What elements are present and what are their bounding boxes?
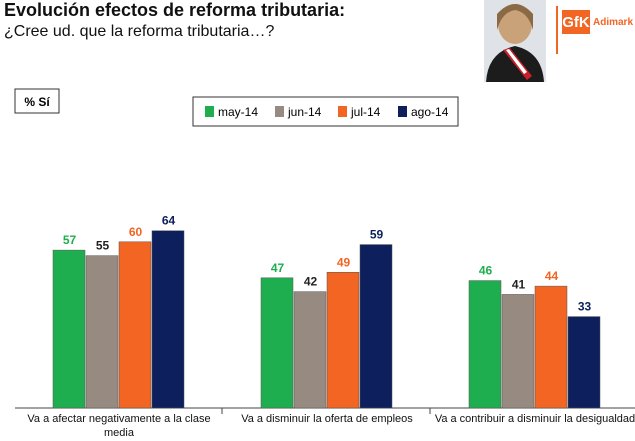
legend-label: jul-14 xyxy=(350,105,381,119)
bar xyxy=(359,244,393,409)
data-label: 55 xyxy=(96,239,110,253)
bar xyxy=(326,272,360,409)
data-label: 42 xyxy=(304,275,318,289)
legend-swatch xyxy=(338,106,347,117)
bar xyxy=(260,277,294,409)
bar xyxy=(501,294,535,409)
bar xyxy=(293,291,327,409)
bar xyxy=(151,230,185,409)
legend-swatch xyxy=(398,106,407,117)
bar xyxy=(567,316,601,409)
bar xyxy=(534,285,568,409)
logo-divider xyxy=(556,6,558,54)
data-label: 49 xyxy=(337,255,351,269)
legend-label: may-14 xyxy=(218,105,258,119)
category-label: Va a contribuir a disminuir la desiguald… xyxy=(434,413,635,425)
legend-label: jun-14 xyxy=(287,105,322,119)
chart-subtitle: ¿Cree ud. que la reforma tributaria…? xyxy=(4,23,274,40)
legend-swatch xyxy=(275,106,284,117)
legend-label: ago-14 xyxy=(411,105,449,119)
unit-box xyxy=(14,88,60,114)
logo-brand: GfK xyxy=(562,14,590,31)
data-label: 47 xyxy=(271,261,285,275)
unit-label: % Sí xyxy=(24,95,50,109)
bar xyxy=(85,255,119,409)
logo-name: Adimark xyxy=(593,17,633,28)
photo xyxy=(484,0,546,82)
data-label: 46 xyxy=(479,264,493,278)
bar xyxy=(52,249,86,409)
data-label: 57 xyxy=(63,233,77,247)
data-label: 33 xyxy=(578,300,592,314)
category-label: Va a afectar negativamente a la clase me… xyxy=(27,413,211,439)
data-label: 59 xyxy=(370,228,384,242)
chart-title: Evolución efectos de reforma tributaria: xyxy=(4,0,345,20)
bar xyxy=(118,241,152,409)
legend-swatch xyxy=(205,106,214,117)
category-label: Va a disminuir la oferta de empleos xyxy=(241,413,413,425)
legend xyxy=(192,96,459,127)
data-label: 60 xyxy=(129,225,143,239)
data-label: 64 xyxy=(162,214,176,228)
bar xyxy=(468,280,502,409)
data-label: 44 xyxy=(545,269,559,283)
data-label: 41 xyxy=(512,277,526,291)
logo-box xyxy=(562,10,590,34)
